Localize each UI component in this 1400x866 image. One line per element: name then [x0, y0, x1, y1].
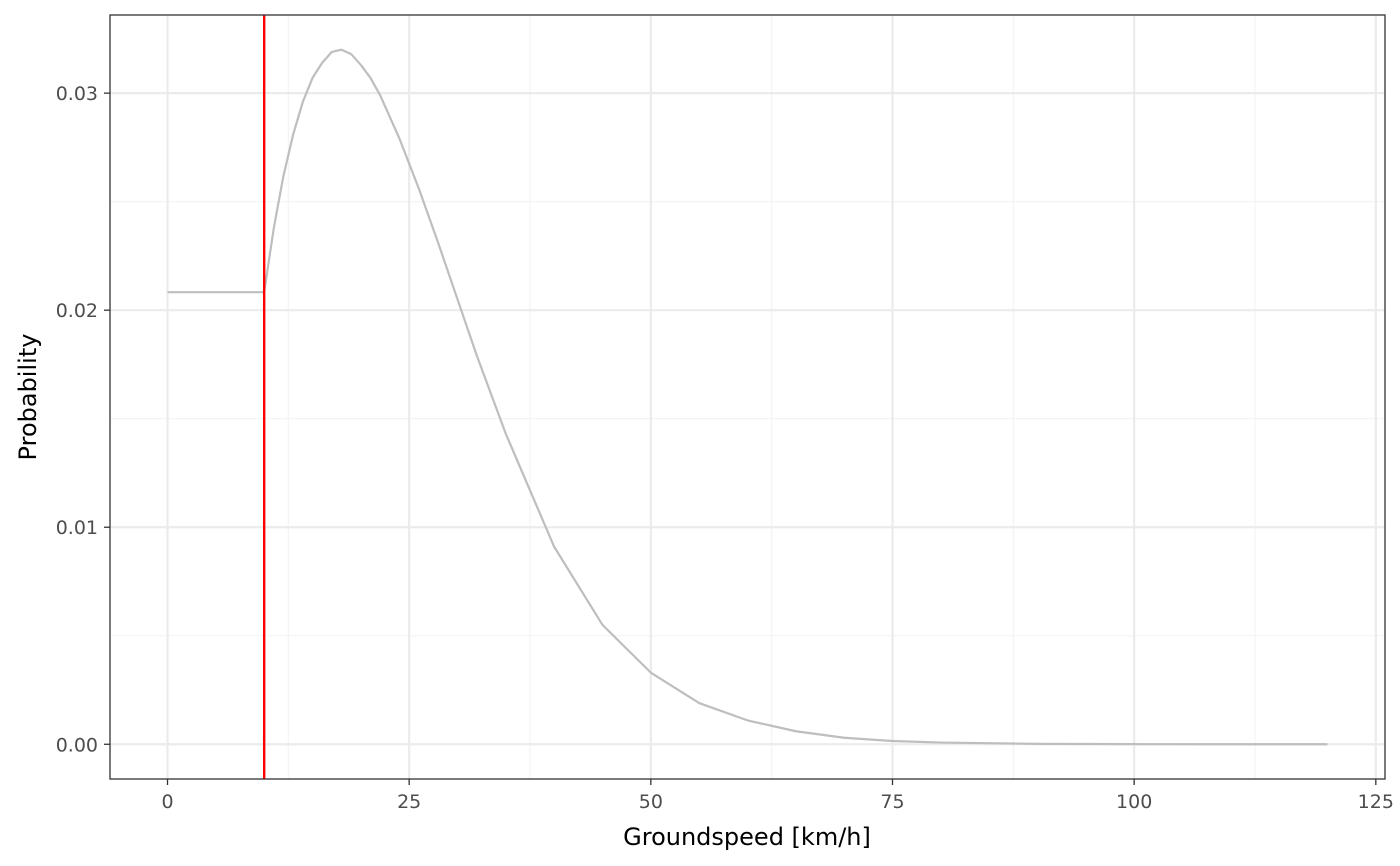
panel-border [109, 14, 1386, 780]
y-axis: 0.00 0.01 0.02 0.03 [56, 83, 110, 756]
x-tick-label: 125 [1358, 791, 1394, 813]
y-tick-label: 0.02 [56, 300, 98, 322]
x-tick-label: 0 [161, 791, 173, 813]
x-axis-title: Groundspeed [km/h] [623, 823, 871, 851]
y-tick-label: 0.00 [56, 734, 98, 756]
x-tick-label: 50 [639, 791, 663, 813]
x-tick-label: 100 [1116, 791, 1152, 813]
x-tick-label: 75 [880, 791, 904, 813]
x-axis: 0 25 50 75 100 125 [161, 779, 1394, 813]
major-gridlines [110, 15, 1385, 779]
y-tick-label: 0.03 [56, 83, 98, 105]
minor-gridlines [110, 15, 1385, 779]
x-tick-label: 25 [397, 791, 421, 813]
y-axis-title: Probability [14, 334, 42, 461]
density-line [167, 48, 1328, 746]
y-tick-label: 0.01 [56, 517, 98, 539]
series-layer [167, 48, 1328, 746]
